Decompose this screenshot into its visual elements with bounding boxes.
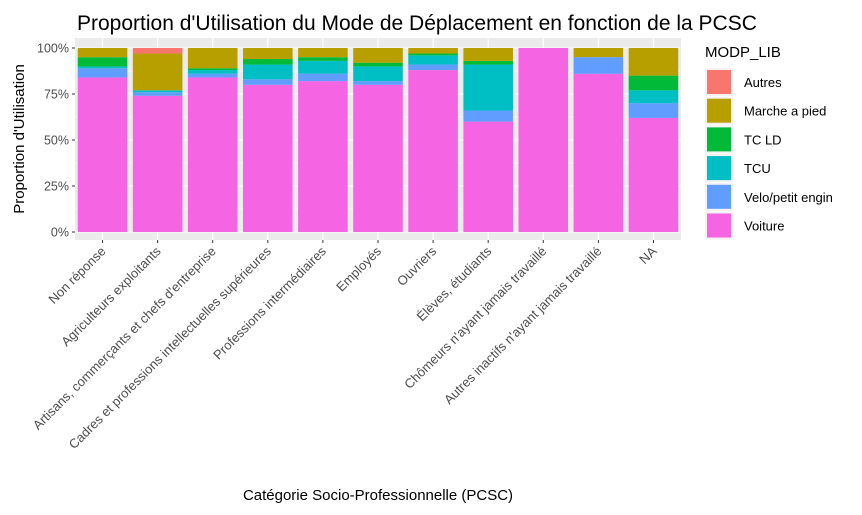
bar-segment <box>187 68 238 71</box>
bar-segment <box>463 121 513 232</box>
bar-segment <box>628 90 679 104</box>
bar-segment <box>573 57 624 74</box>
bar-segment <box>408 53 458 56</box>
bar-segment <box>628 75 679 91</box>
legend-swatch <box>707 156 731 181</box>
y-axis-label: Proportion d'Utilisation <box>11 64 28 214</box>
bar-segment <box>298 81 348 233</box>
bar-segment <box>408 48 458 54</box>
bar-segment <box>463 110 513 122</box>
bar-segment <box>243 64 293 80</box>
bar-segment <box>353 66 403 82</box>
bar-segment <box>408 70 458 232</box>
x-axis-label: Catégorie Socio-Professionnelle (PCSC) <box>243 487 513 504</box>
legend-swatch <box>707 70 731 94</box>
bar-segment <box>408 55 458 65</box>
legend-label: Marche a pied <box>744 104 826 119</box>
legend-label: Voiture <box>744 219 784 234</box>
bar-segment <box>243 48 293 60</box>
bar-segment <box>77 66 128 69</box>
bar-segment <box>132 48 183 54</box>
bar-segment <box>187 70 238 74</box>
bar-segment <box>243 84 293 232</box>
bar-segment <box>132 92 183 96</box>
bar-segment <box>77 68 128 78</box>
bars <box>77 48 679 233</box>
x-tick-label: Agriculteurs exploitants <box>58 243 164 349</box>
bar-segment <box>463 64 513 111</box>
bar-segment <box>298 57 348 61</box>
x-tick-label: NA <box>636 243 660 267</box>
y-tick-label: 75% <box>44 88 69 102</box>
bar-segment <box>77 48 128 58</box>
x-tick-label: Employés <box>333 243 384 294</box>
bar-segment <box>463 48 513 61</box>
bar-segment <box>628 103 679 118</box>
bar-segment <box>132 95 183 232</box>
legend-label: TCU <box>744 161 771 176</box>
chart-title: Proportion d'Utilisation du Mode de Dépl… <box>77 12 757 35</box>
bar-segment <box>628 117 679 232</box>
y-axis-ticks: 0% 25% 50% 75% 100% <box>37 42 75 240</box>
y-tick-label: 0% <box>51 226 69 240</box>
x-tick-label: Ouvriers <box>394 243 440 289</box>
legend-swatch <box>707 213 731 238</box>
legend-swatch <box>707 184 731 209</box>
legend-swatch <box>707 98 731 123</box>
bar-segment <box>243 59 293 65</box>
bar-segment <box>187 48 238 69</box>
legend: Autres Marche a pied TC LD TCU Velo/petit en… <box>705 68 833 240</box>
bar-segment <box>573 48 624 58</box>
bar-segment <box>628 48 679 76</box>
bar-segment <box>187 73 238 78</box>
legend-swatch <box>707 127 731 152</box>
x-tick-label: Cadres et professions intellectuelles su… <box>66 243 275 452</box>
bar-segment <box>77 77 128 232</box>
y-tick-label: 100% <box>37 42 69 56</box>
bar-segment <box>77 57 128 67</box>
bar-segment <box>353 81 403 85</box>
bar-segment <box>518 48 569 232</box>
bar-segment <box>353 84 403 232</box>
bar-segment <box>573 73 624 232</box>
bar-segment <box>132 90 183 93</box>
bar-segment <box>243 79 293 85</box>
y-tick-label: 25% <box>44 180 69 194</box>
legend-title: MODP_LIB <box>705 44 781 61</box>
bar-segment <box>298 60 348 74</box>
bar-segment <box>132 53 183 91</box>
bar-segment <box>298 48 348 58</box>
x-tick-label: Professions intermédiaires <box>210 243 329 362</box>
bar-segment <box>187 77 238 232</box>
y-tick-label: 50% <box>44 134 69 148</box>
bar-segment <box>353 62 403 67</box>
legend-label: TC LD <box>744 132 782 147</box>
bar-segment <box>298 73 348 82</box>
bar-segment <box>408 64 458 71</box>
bar-segment <box>463 60 513 65</box>
bar-segment <box>353 48 403 63</box>
legend-label: Autres <box>744 75 782 90</box>
legend-label: Velo/petit engin <box>744 190 833 205</box>
